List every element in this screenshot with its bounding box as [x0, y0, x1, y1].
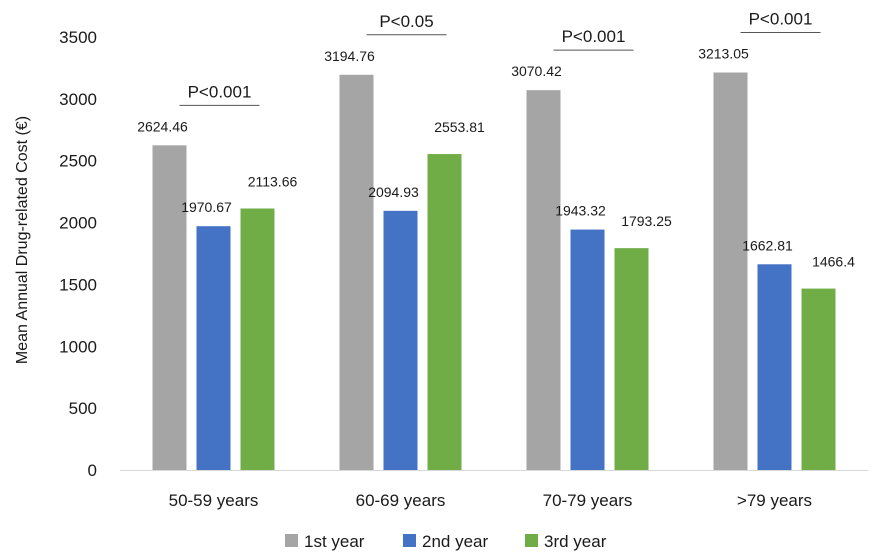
y-tick-label: 3500 — [59, 28, 97, 47]
bar-3rd-year — [801, 288, 836, 470]
p-value-label: P<0.001 — [188, 82, 252, 101]
y-tick-label: 0 — [88, 461, 97, 480]
data-label: 2094.93 — [368, 184, 419, 200]
y-tick-label: 500 — [69, 399, 97, 418]
x-category-label: 60-69 years — [356, 491, 446, 510]
bar-3rd-year — [240, 208, 275, 470]
bar-2nd-year — [757, 264, 792, 470]
data-label: 1466.4 — [812, 254, 855, 270]
bar-2nd-year — [570, 229, 605, 470]
y-axis-title: Mean Annual Drug-related Cost (€) — [14, 116, 31, 364]
legend-swatch — [525, 534, 538, 547]
data-label: 3213.05 — [698, 45, 749, 61]
bar-1st-year — [526, 90, 561, 471]
bar-1st-year — [339, 74, 374, 471]
bar-2nd-year — [383, 210, 418, 471]
x-axis-category-labels: 50-59 years 60-69 years 70-79 years >79 yea… — [169, 491, 812, 510]
p-value-label: P<0.001 — [749, 9, 813, 28]
legend-swatch — [403, 534, 416, 547]
data-label: 1793.25 — [621, 213, 672, 229]
data-label: 1970.67 — [181, 199, 232, 215]
y-tick-label: 2000 — [59, 214, 97, 233]
y-tick-label: 1500 — [59, 275, 97, 294]
y-axis-title-group: Mean Annual Drug-related Cost (€) — [14, 116, 31, 364]
bar-3rd-year — [427, 154, 462, 470]
p-value-label: P<0.05 — [379, 12, 433, 31]
legend-label: 3rd year — [544, 532, 607, 551]
data-label: 1943.32 — [555, 203, 606, 219]
data-labels: 2624.46 1970.67 2113.66 3194.76 2094.93 2553.… — [137, 45, 855, 269]
data-label: 2624.46 — [137, 118, 188, 134]
bar-2nd-year — [196, 226, 231, 470]
data-label: 2553.81 — [434, 119, 485, 135]
legend: 1st year 2nd year 3rd year — [285, 532, 607, 551]
p-value-label: P<0.001 — [562, 27, 626, 46]
bar-3rd-year — [614, 248, 649, 470]
y-tick-label: 3000 — [59, 90, 97, 109]
data-label: 1662.81 — [742, 237, 793, 253]
bars — [152, 72, 836, 471]
data-label: 2113.66 — [248, 174, 298, 190]
significance-annotations: P<0.001 P<0.05 P<0.001 P<0.001 — [179, 9, 821, 106]
data-label: 3194.76 — [324, 48, 375, 64]
bar-1st-year — [152, 145, 187, 470]
y-tick-label: 1000 — [59, 337, 97, 356]
y-tick-label: 2500 — [59, 152, 97, 171]
data-label: 3070.42 — [511, 63, 562, 79]
legend-label: 2nd year — [422, 532, 488, 551]
x-category-label: >79 years — [737, 491, 812, 510]
y-axis-ticks: 0 500 1000 1500 2000 2500 3000 3500 — [59, 28, 97, 480]
legend-label: 1st year — [304, 532, 365, 551]
bar-1st-year — [713, 72, 748, 470]
legend-swatch — [285, 534, 298, 547]
x-category-label: 50-59 years — [169, 491, 259, 510]
x-category-label: 70-79 years — [543, 491, 633, 510]
